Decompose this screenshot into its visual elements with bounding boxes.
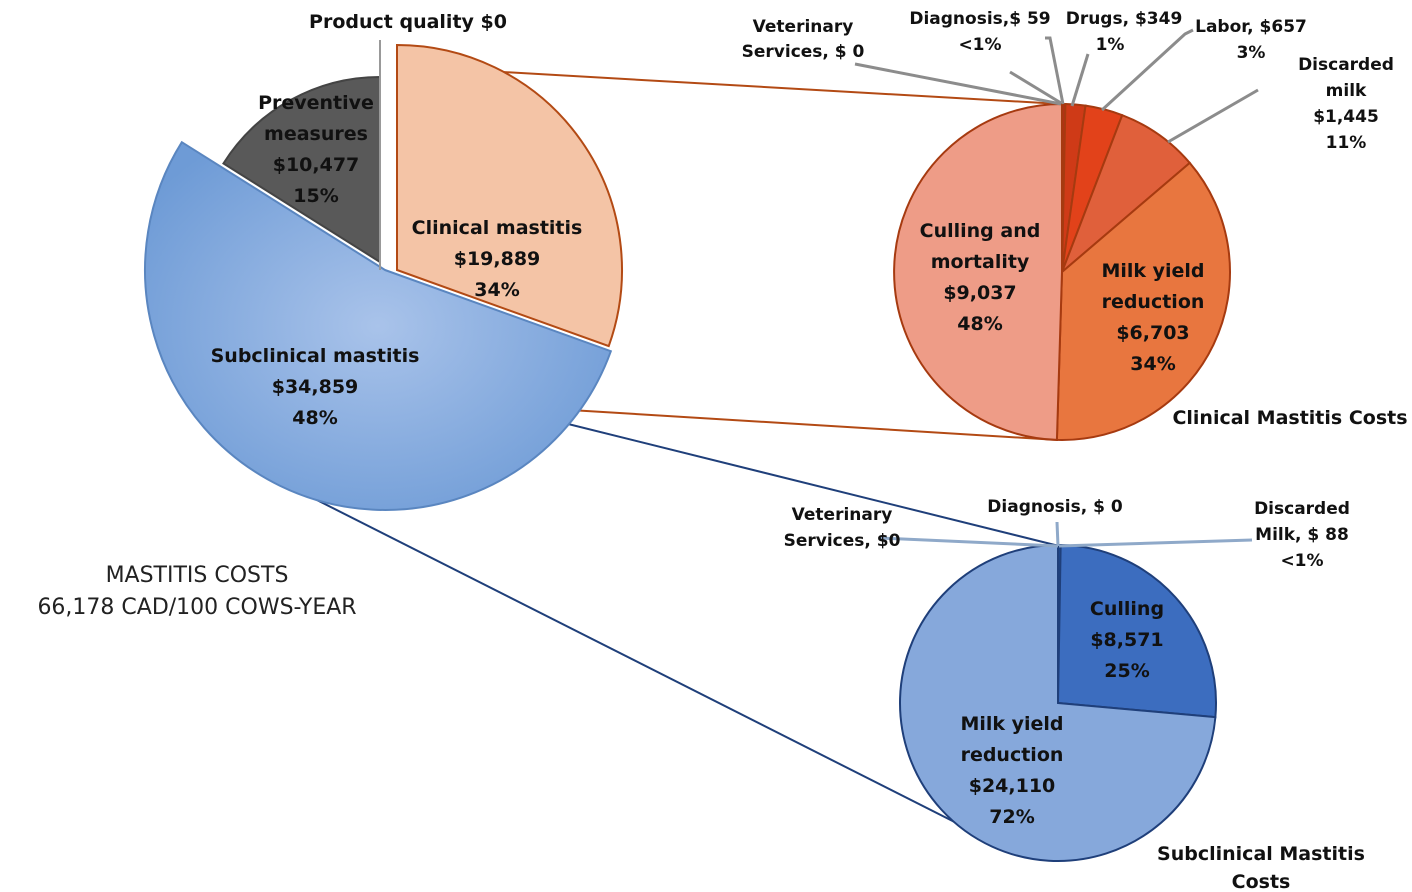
label-clinical-vet-name: Veterinary xyxy=(753,17,854,37)
slice-subclinical-culling xyxy=(1056,544,1217,719)
label-preventive-percent: 15% xyxy=(293,185,338,207)
subclinical-pie xyxy=(899,543,1217,862)
label-clinical-discarded-name: Discarded xyxy=(1298,55,1394,75)
leader-clinical-drugs xyxy=(1070,53,1090,107)
subclinical-pie-title-1: Subclinical Mastitis xyxy=(1157,843,1365,865)
leader-sub-diagnosis xyxy=(1055,521,1060,547)
label-clinical-percent: 34% xyxy=(474,279,519,301)
clinical-pie-labels: Culling and mortality $9,037 48% Milk yi… xyxy=(742,9,1408,429)
label-clinical-labor-percent: 3% xyxy=(1237,43,1266,63)
label-clinical-vet-value: Services, $ 0 xyxy=(742,42,865,62)
label-sub-milk-yield-name-2: reduction xyxy=(961,744,1064,766)
label-culling-mortality-name: Culling and xyxy=(920,220,1041,242)
subclinical-pie-labels: Culling $8,571 25% Milk yield reduction … xyxy=(784,497,1365,892)
slice-subclinical-mastitis xyxy=(144,140,613,511)
label-sub-discarded-value: Milk, $ 88 xyxy=(1255,525,1349,545)
label-subclinical-percent: 48% xyxy=(292,407,337,429)
label-sub-milk-yield-value: $24,110 xyxy=(969,775,1056,797)
label-preventive-name: Preventive xyxy=(258,92,374,114)
leader-clinical-labor xyxy=(1100,28,1194,112)
label-milk-yield-value: $6,703 xyxy=(1116,322,1189,344)
label-preventive-value: $10,477 xyxy=(273,154,360,176)
slice-subclinical-milk-yield-reduction xyxy=(899,543,1217,862)
leader-clinical-diagnosis-b xyxy=(1045,36,1065,105)
label-sub-culling-value: $8,571 xyxy=(1090,629,1163,651)
label-culling-mortality-percent: 48% xyxy=(957,313,1002,335)
leader-sub-vet xyxy=(879,536,1059,548)
connector-subclinical-top xyxy=(551,419,1060,547)
label-sub-milk-yield-name: Milk yield xyxy=(960,713,1063,735)
label-clinical-name: Clinical mastitis xyxy=(412,217,583,239)
label-culling-mortality-name-2: mortality xyxy=(931,251,1030,273)
label-sub-discarded-percent: <1% xyxy=(1280,551,1323,571)
slice-clinical-milk-yield-reduction xyxy=(1055,161,1231,441)
label-clinical-value: $19,889 xyxy=(454,248,541,270)
label-clinical-drugs-percent: 1% xyxy=(1096,35,1125,55)
slice-clinical-mastitis xyxy=(396,43,623,348)
label-clinical-discarded-name-2: milk xyxy=(1326,81,1367,101)
main-pie xyxy=(144,43,623,511)
leader-clinical-discarded xyxy=(1167,88,1259,144)
connector-subclinical-bottom xyxy=(304,493,1011,851)
connector-lines xyxy=(304,65,1062,851)
label-sub-vet-value: Services, $0 xyxy=(784,531,901,551)
slice-clinical-culling-and-mortality xyxy=(893,102,1063,441)
connector-clinical-top xyxy=(397,65,1062,105)
label-subclinical-name: Subclinical mastitis xyxy=(211,345,420,367)
label-sub-discarded-name: Discarded xyxy=(1254,499,1350,519)
connector-clinical-bottom xyxy=(569,409,1059,441)
main-pie-labels: Product quality $0 Preventive measures $… xyxy=(37,11,582,620)
subclinical-pie-title-2: Costs xyxy=(1232,871,1291,892)
label-sub-milk-yield-percent: 72% xyxy=(989,806,1034,828)
label-sub-vet-name: Veterinary xyxy=(792,505,893,525)
label-clinical-diagnosis-percent: <1% xyxy=(958,35,1001,55)
label-clinical-discarded-value: $1,445 xyxy=(1313,107,1379,127)
slice-preventive-measures xyxy=(222,75,381,264)
label-milk-yield-percent: 34% xyxy=(1130,353,1175,375)
label-milk-yield-name-2: reduction xyxy=(1102,291,1205,313)
clinical-pie-title: Clinical Mastitis Costs xyxy=(1172,407,1407,429)
leader-lines xyxy=(379,28,1259,548)
label-subclinical-value: $34,859 xyxy=(272,376,359,398)
leader-sub-discarded xyxy=(1058,538,1253,548)
label-clinical-diagnosis-name: Diagnosis,$ 59 xyxy=(909,9,1050,29)
main-subtitle: 66,178 CAD/100 COWS-YEAR xyxy=(37,595,356,620)
label-clinical-labor-name: Labor, $657 xyxy=(1195,17,1307,37)
leader-clinical-diagnosis xyxy=(1009,70,1062,105)
label-clinical-discarded-percent: 11% xyxy=(1326,133,1367,153)
leader-clinical-vet xyxy=(854,62,1062,106)
label-clinical-drugs-name: Drugs, $349 xyxy=(1066,9,1183,29)
label-sub-culling-percent: 25% xyxy=(1104,660,1149,682)
label-culling-mortality-value: $9,037 xyxy=(943,282,1016,304)
main-title: MASTITIS COSTS xyxy=(106,563,289,588)
label-preventive-name-2: measures xyxy=(264,123,368,145)
label-product-quality: Product quality $0 xyxy=(309,11,507,33)
label-sub-culling-name: Culling xyxy=(1090,598,1164,620)
label-sub-diagnosis: Diagnosis, $ 0 xyxy=(987,497,1123,517)
label-milk-yield-name: Milk yield xyxy=(1101,260,1204,282)
